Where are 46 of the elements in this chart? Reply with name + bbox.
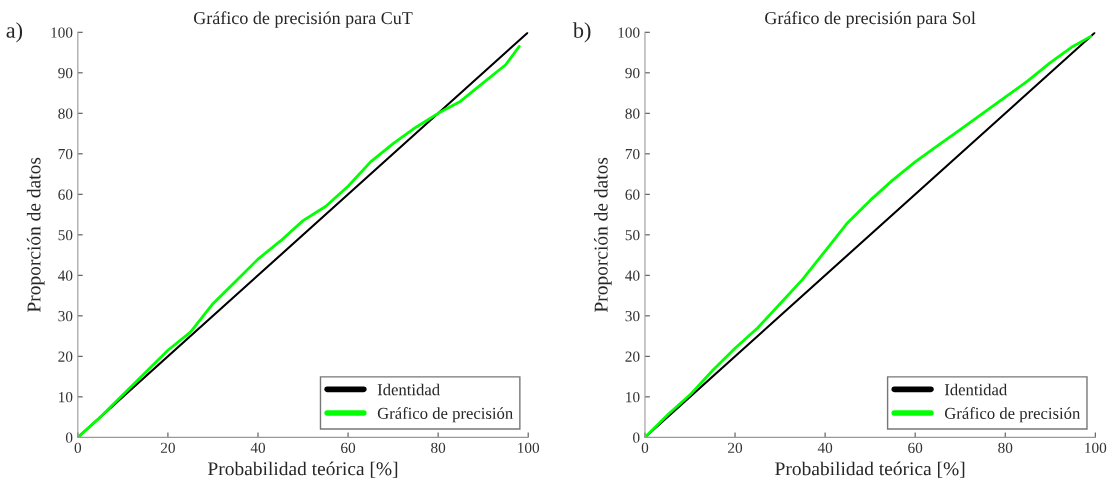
y-tick-label: 70: [58, 148, 73, 160]
y-tick-label: 80: [58, 108, 73, 119]
x-tick-label: 0: [641, 442, 649, 453]
y-tick-label: 20: [58, 351, 73, 362]
y-tick-label: 30: [625, 310, 640, 322]
y-tick-label: 40: [625, 270, 640, 281]
y-tick-label: 60: [58, 189, 73, 200]
legend-label: Gráfico de precisión: [377, 407, 513, 423]
x-tick-label: 20: [160, 442, 175, 453]
x-axis-title: Probabilidad teórica [%]: [775, 461, 965, 478]
x-tick-label: 100: [1085, 442, 1107, 453]
y-axis-title: Proporción de datos: [593, 157, 612, 313]
y-tick-label: 50: [58, 229, 73, 241]
legend-label: Gráfico de precisión: [944, 407, 1081, 423]
y-tick-label: 0: [633, 432, 640, 443]
x-tick-label: 100: [518, 442, 540, 453]
chart-title: Gráfico de precisión para Sol: [765, 11, 976, 28]
x-tick-label: 40: [250, 442, 266, 453]
y-tick-label: 80: [625, 108, 640, 119]
text: a): [6, 22, 23, 43]
y-tick-label: 90: [625, 67, 640, 79]
legend-label: Identidad: [944, 383, 1007, 396]
chart-title: Gráfico de precisión para CuT: [193, 11, 413, 28]
y-axis-title: Proporción de datos: [26, 157, 45, 313]
y-tick-label: 0: [65, 432, 73, 443]
y-tick-label: 20: [625, 351, 640, 362]
y-tick-label: 100: [618, 27, 640, 38]
y-tick-label: 30: [58, 310, 73, 322]
x-tick-label: 60: [341, 442, 356, 453]
y-tick-label: 10: [626, 392, 640, 403]
y-tick-label: 70: [625, 148, 640, 160]
text: b): [572, 22, 591, 43]
x-axis-title: Probabilidad teórica [%]: [208, 461, 398, 478]
y-tick-label: 60: [625, 189, 640, 200]
x-tick-label: 40: [817, 442, 833, 453]
legend-label: Identidad: [377, 383, 440, 396]
y-tick-label: 40: [58, 270, 73, 281]
y-tick-label: 90: [58, 67, 73, 79]
y-tick-label: 100: [51, 27, 73, 38]
x-tick-label: 60: [908, 442, 923, 453]
y-tick-label: 50: [625, 229, 640, 241]
x-tick-label: 80: [431, 442, 446, 453]
x-tick-label: 80: [998, 442, 1013, 453]
y-tick-label: 10: [59, 392, 73, 403]
x-tick-label: 0: [74, 442, 82, 453]
x-tick-label: 20: [728, 442, 743, 453]
